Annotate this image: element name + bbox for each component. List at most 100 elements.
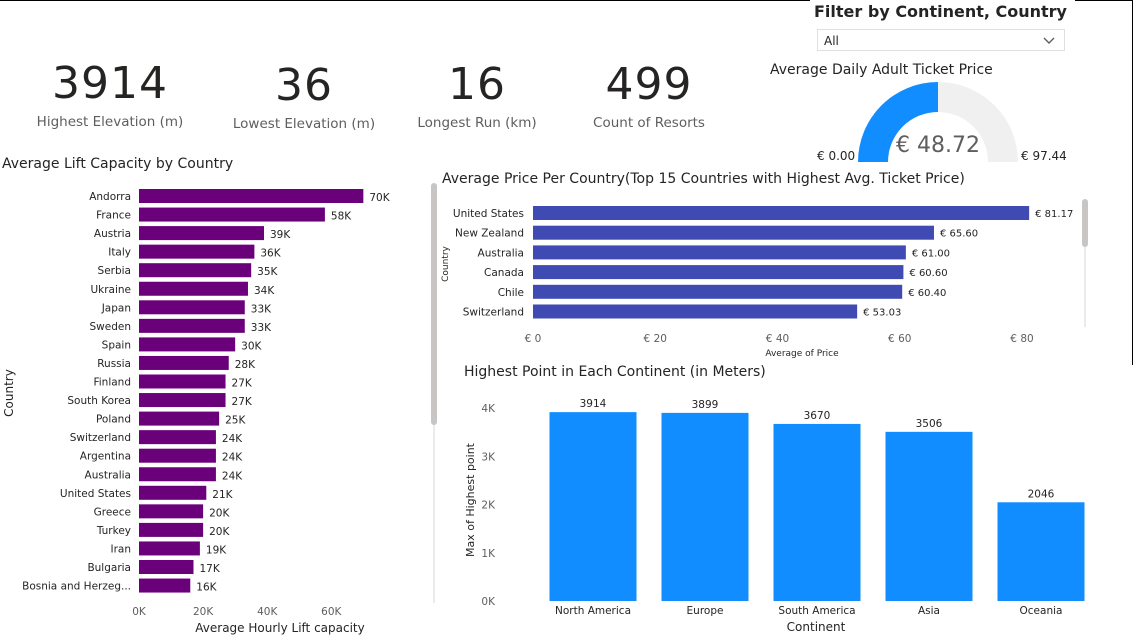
lift-bar[interactable] [139,467,216,482]
high-y-tick: 1K [481,548,496,560]
lift-bar[interactable] [139,504,204,519]
lift-x-tick: 0K [132,606,147,618]
lift-bar[interactable] [139,560,194,574]
price-bar[interactable] [533,225,934,240]
price-bar[interactable] [533,265,904,280]
high-bar[interactable] [661,412,749,601]
lift-bar[interactable] [139,411,220,426]
price-chart-scroll-track [1084,247,1086,327]
highest-point-chart-title: Highest Point in Each Continent (in Mete… [464,364,766,380]
high-value-label: 3506 [916,418,943,430]
lift-bar[interactable] [139,485,207,500]
kpi-label: Highest Elevation (m) [36,114,184,130]
lift-value-label: 36K [260,248,281,260]
kpi-value: 499 [605,59,693,110]
lift-value-label: 27K [232,378,253,390]
lift-bar[interactable] [139,244,255,259]
high-bar[interactable] [773,423,861,601]
price-value-label: € 53.03 [863,308,901,319]
top-border [0,0,810,1]
high-category-label: Oceania [1020,605,1063,617]
high-y-axis-title: Max of Highest point [464,442,477,557]
lift-bar[interactable] [139,578,191,593]
lift-value-label: 21K [212,489,233,501]
chevron-down-icon[interactable] [1042,32,1056,51]
price-bar[interactable] [533,245,906,260]
high-category-label: Asia [918,605,940,617]
lift-value-label: 24K [222,452,243,464]
price-category-label: Switzerland [463,307,524,319]
lift-category-label: Ukraine [90,284,131,296]
lift-value-label: 58K [331,211,352,223]
lift-bar[interactable] [139,541,200,556]
lift-chart-scroll-track [433,425,435,603]
lift-category-label: Russia [97,358,131,370]
high-category-label: North America [555,605,631,617]
lift-bar[interactable] [139,300,245,315]
lift-bar[interactable] [139,430,216,445]
high-y-tick: 2K [481,500,496,512]
lift-bar[interactable] [139,374,226,389]
lift-value-label: 35K [257,266,278,278]
gauge-title: Average Daily Adult Ticket Price [770,62,993,78]
lift-bar[interactable] [139,263,252,278]
lift-category-label: United States [60,488,131,500]
lift-value-label: 25K [225,415,246,427]
high-value-label: 3914 [580,398,607,410]
lift-bar[interactable] [139,522,204,537]
price-value-label: € 81.17 [1035,209,1073,220]
lift-category-label: Iran [110,543,131,555]
kpi-value: 36 [275,60,333,111]
lift-value-label: 30K [241,340,262,352]
continent-country-dropdown[interactable]: All [817,29,1065,51]
price-chart-scrollbar[interactable] [1082,199,1088,247]
lift-capacity-chart-title: Average Lift Capacity by Country [2,156,234,172]
lift-bar[interactable] [139,281,248,296]
price-bar[interactable] [533,206,1030,220]
kpi-value: 16 [448,59,506,110]
price-category-label: United States [453,208,524,220]
lift-bar[interactable] [139,393,226,408]
high-category-label: South America [778,605,855,617]
lift-value-label: 24K [222,433,243,445]
lift-value-label: 19K [206,544,227,556]
lift-chart-scrollbar[interactable] [431,183,437,425]
high-bar[interactable] [885,431,973,601]
kpi-label: Longest Run (km) [417,115,537,131]
lift-x-tick: 60K [321,606,342,618]
price-bar[interactable] [533,284,903,299]
high-bar[interactable] [549,412,637,601]
price-x-tick: € 60 [888,333,911,345]
high-y-tick: 4K [481,403,496,415]
lift-value-label: 27K [232,396,253,408]
lift-value-label: 33K [251,322,272,334]
price-x-axis-title: Average of Price [765,349,839,359]
dropdown-value: All [824,34,839,48]
price-value-label: € 60.40 [908,288,946,299]
lift-bar[interactable] [139,448,216,463]
high-bar[interactable] [997,502,1085,601]
lift-value-label: 20K [209,526,230,538]
lift-value-label: 17K [199,563,220,575]
ticket-price-gauge [858,82,1018,162]
lift-bar[interactable] [139,355,229,370]
lift-bar[interactable] [139,318,245,333]
price-bar[interactable] [533,304,858,319]
price-category-label: Australia [478,247,524,259]
lift-category-label: Austria [94,228,131,240]
lift-bar[interactable] [139,207,325,222]
lift-category-label: Turkey [96,525,131,537]
kpi-value: 3914 [52,58,168,109]
lift-value-label: 39K [270,229,291,241]
lift-value-label: 34K [254,285,275,297]
lift-category-label: France [96,210,131,222]
lift-bar[interactable] [139,337,236,352]
gauge-fill [858,82,938,162]
lift-bar[interactable] [139,226,264,241]
high-value-label: 3899 [692,399,719,411]
lift-value-label: 16K [196,582,217,594]
lift-category-label: Andorra [89,191,131,203]
lift-bar[interactable] [139,189,364,203]
high-y-tick: 3K [481,451,496,463]
price-x-tick: € 80 [1010,333,1033,345]
